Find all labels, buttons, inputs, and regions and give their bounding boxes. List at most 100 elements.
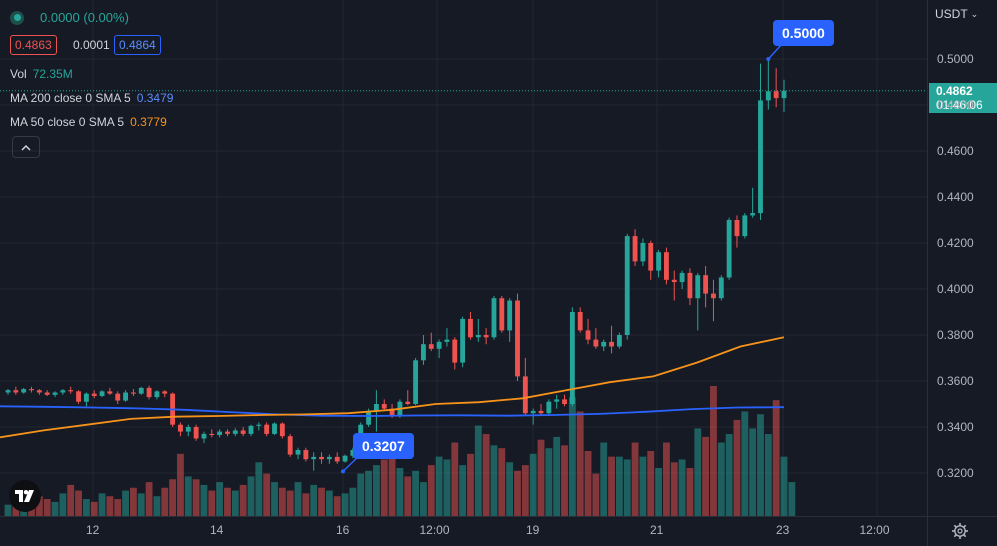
- volume-bar: [145, 482, 153, 516]
- candle: [60, 389, 66, 395]
- volume-bar: [757, 414, 764, 516]
- candle-body: [350, 450, 356, 456]
- candle-body: [773, 91, 779, 99]
- candle: [632, 229, 638, 266]
- price-candles: [5, 59, 787, 471]
- candle: [264, 422, 270, 437]
- candle: [562, 394, 567, 407]
- volume-bar: [192, 479, 200, 516]
- candle: [21, 387, 27, 394]
- chart-settings-button[interactable]: [951, 522, 971, 542]
- candle: [679, 270, 685, 289]
- candle: [758, 63, 763, 220]
- volume-label: Vol: [10, 67, 27, 81]
- volume-bar: [600, 442, 608, 516]
- volume-bar: [772, 400, 780, 516]
- volume-bar: [561, 445, 568, 516]
- ma50-legend[interactable]: MA 50 close 0 SMA 5 0.3779: [10, 115, 167, 129]
- candle: [193, 424, 199, 441]
- volume-bar: [427, 465, 435, 516]
- price-axis-label: 0.4200: [937, 236, 974, 250]
- collapse-legend-button[interactable]: [12, 136, 40, 158]
- volume-bar: [678, 459, 686, 516]
- volume-bar: [647, 451, 655, 516]
- candle-body: [781, 90, 787, 99]
- volume-bar: [286, 490, 294, 516]
- volume-bar: [98, 493, 106, 516]
- candle-body: [718, 277, 724, 299]
- candle: [146, 385, 152, 400]
- volume-bar: [169, 479, 177, 516]
- market-status-icon: [10, 10, 24, 25]
- candle: [695, 272, 701, 331]
- volume-bar: [177, 453, 184, 516]
- candle: [609, 325, 614, 354]
- candle-body: [515, 300, 520, 377]
- gear-icon: [952, 523, 968, 539]
- candle-body: [146, 387, 152, 398]
- volume-bar: [114, 499, 122, 516]
- candle-body: [225, 431, 230, 434]
- candle-body: [475, 335, 481, 338]
- candle: [303, 447, 309, 462]
- candle: [703, 266, 709, 308]
- low-callout-dot: [341, 469, 345, 474]
- volume-bar: [388, 448, 396, 516]
- time-axis-label: 12:00: [419, 523, 450, 537]
- candle: [624, 233, 630, 340]
- candle: [436, 339, 442, 358]
- volume-bar: [318, 487, 325, 516]
- ma200-value: 0.3479: [136, 91, 174, 105]
- candle-body: [554, 399, 560, 402]
- currency-selector[interactable]: USDT ⌄: [935, 7, 978, 21]
- bid-price-button[interactable]: 0.4863: [10, 35, 57, 55]
- volume-bar: [404, 476, 412, 516]
- volume-bar: [608, 456, 615, 516]
- ma50-value: 0.3779: [130, 115, 167, 129]
- volume-bar: [310, 484, 318, 516]
- volume-bars: [4, 386, 796, 516]
- candle-body: [711, 293, 716, 299]
- candle: [499, 295, 505, 333]
- spread-value: 0.0001: [73, 38, 110, 52]
- ma200-line: [0, 405, 785, 417]
- volume-bar: [545, 448, 553, 516]
- volume-bar: [4, 504, 12, 516]
- candle: [311, 452, 317, 471]
- tradingview-logo-icon: [15, 490, 34, 502]
- volume-bar: [67, 484, 75, 516]
- candle: [5, 389, 11, 395]
- tradingview-logo[interactable]: [9, 480, 41, 512]
- candle-body: [452, 339, 458, 363]
- candle-body: [272, 423, 277, 434]
- ma200-legend[interactable]: MA 200 close 0 SMA 5 0.3479: [10, 91, 173, 105]
- volume-bar: [749, 428, 757, 516]
- chevron-down-icon: ⌄: [970, 8, 979, 19]
- candle-body: [483, 335, 489, 338]
- candle-body: [83, 393, 89, 402]
- candle-body: [44, 392, 50, 395]
- ask-price-button[interactable]: 0.4864: [114, 35, 161, 55]
- volume-legend[interactable]: Vol 72.35M: [10, 67, 73, 81]
- candle-body: [115, 393, 121, 401]
- candle: [742, 213, 748, 239]
- candle-body: [52, 392, 58, 395]
- volume-bar: [529, 453, 537, 516]
- candle-body: [703, 275, 709, 294]
- candle-body: [389, 408, 395, 416]
- volume-bar: [43, 499, 51, 516]
- price-axis-label: 0.4400: [937, 190, 974, 204]
- candle-body: [209, 433, 215, 436]
- price-axis-label: 0.3800: [937, 328, 974, 342]
- candle: [295, 447, 301, 460]
- time-axis-label: 23: [776, 523, 790, 537]
- candle: [483, 328, 489, 345]
- chevron-up-icon: [21, 144, 31, 151]
- candle: [217, 429, 223, 438]
- candle: [593, 328, 599, 349]
- time-axis-label: 19: [526, 523, 540, 537]
- candle-body: [264, 424, 270, 434]
- ma50-label: MA 50 close 0 SMA 5: [10, 115, 125, 129]
- candle: [272, 422, 277, 436]
